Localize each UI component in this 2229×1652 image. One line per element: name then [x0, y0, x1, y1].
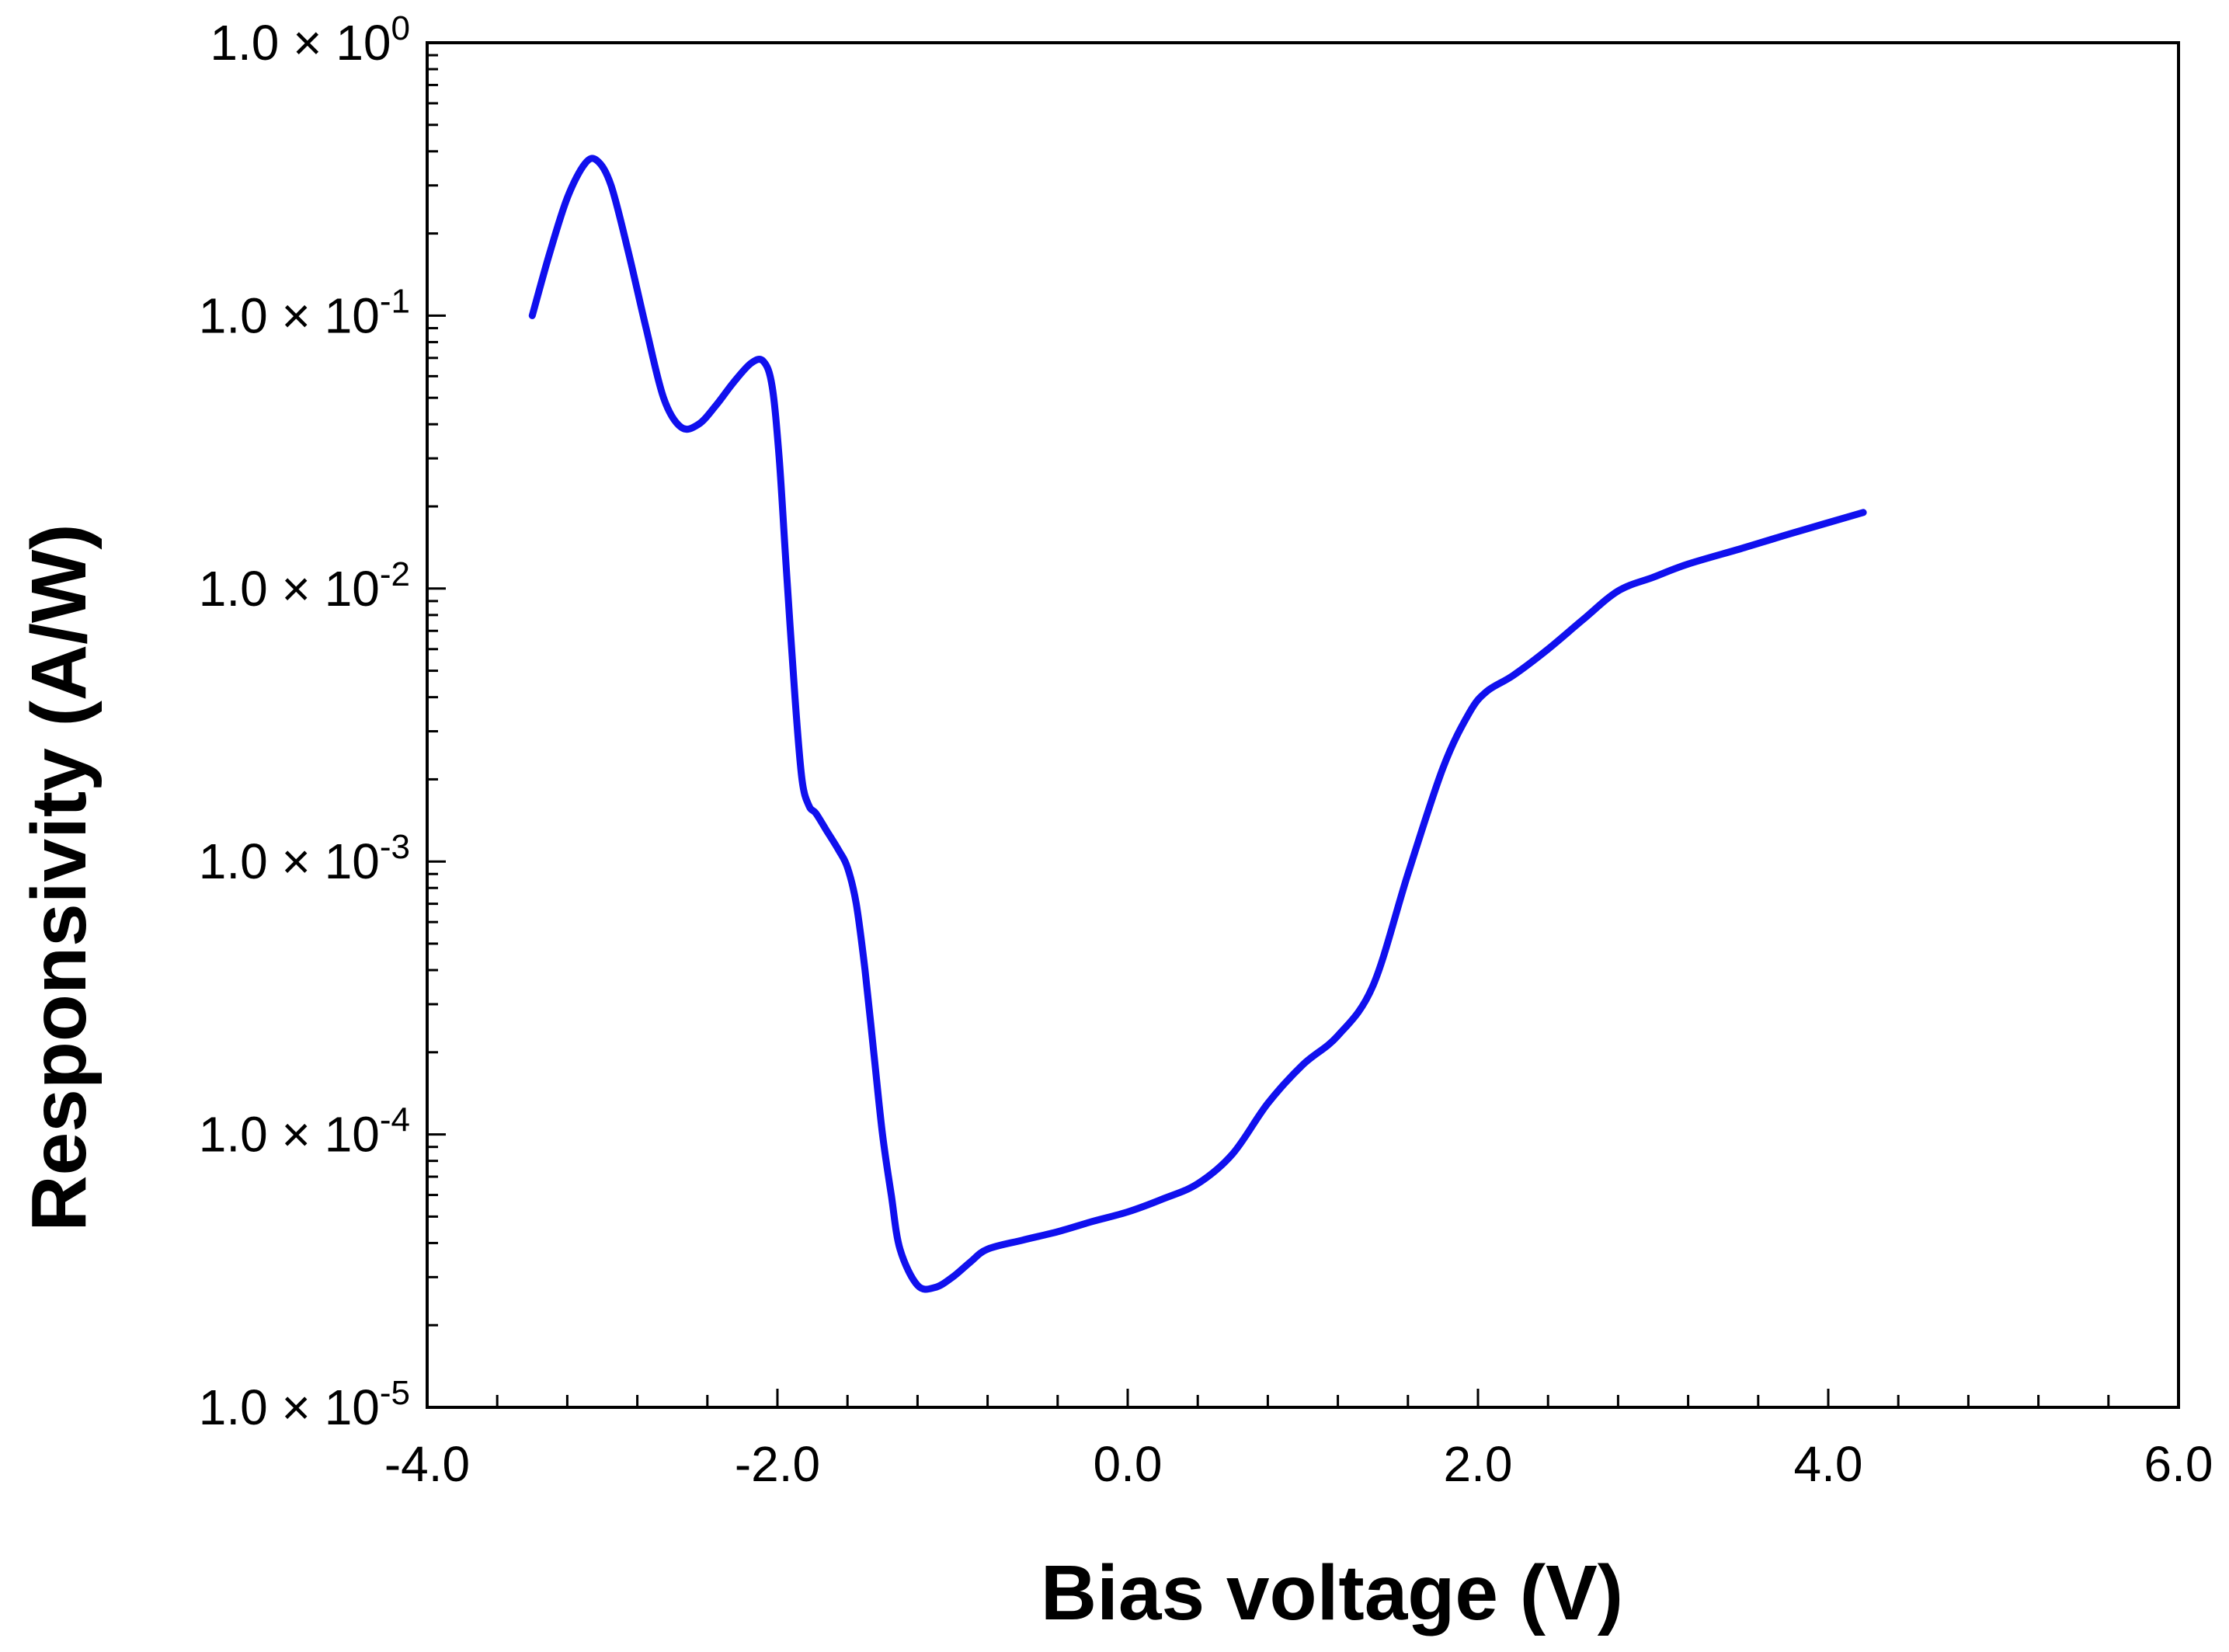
- y-tick-label: 1.0 × 100: [210, 9, 410, 71]
- y-tick-label: 1.0 × 10-4: [199, 1101, 410, 1163]
- y-tick-label: 1.0 × 10-5: [199, 1374, 410, 1435]
- x-tick-label: -4.0: [384, 1436, 470, 1492]
- y-axis-title: Responsivity (A/W): [16, 523, 103, 1231]
- plot-frame: [426, 41, 2180, 1409]
- y-axis-tick-labels: 1.0 × 10-5 1.0 × 10-4 1.0 × 10-3 1.0 × 10-2…: [199, 9, 410, 1435]
- y-tick-label: 1.0 × 10-3: [199, 828, 410, 889]
- x-tick-label: 0.0: [1094, 1436, 1163, 1492]
- x-tick-label: 2.0: [1444, 1436, 1513, 1492]
- y-tick-label: 1.0 × 10-2: [199, 555, 410, 617]
- x-axis-tick-labels: -4.0 -2.0 0.0 2.0 4.0 6.0: [384, 1436, 2213, 1492]
- y-axis-ticks: [427, 41, 446, 1409]
- x-tick-label: 4.0: [1794, 1436, 1863, 1492]
- responsivity-series-line: [528, 155, 1867, 1293]
- x-axis-title: Bias voltage (V): [1041, 1549, 1623, 1636]
- x-axis-ticks: [426, 1389, 2180, 1407]
- x-tick-label: -2.0: [735, 1436, 820, 1492]
- x-tick-label: 6.0: [2144, 1436, 2213, 1492]
- y-tick-label: 1.0 × 10-1: [199, 282, 410, 343]
